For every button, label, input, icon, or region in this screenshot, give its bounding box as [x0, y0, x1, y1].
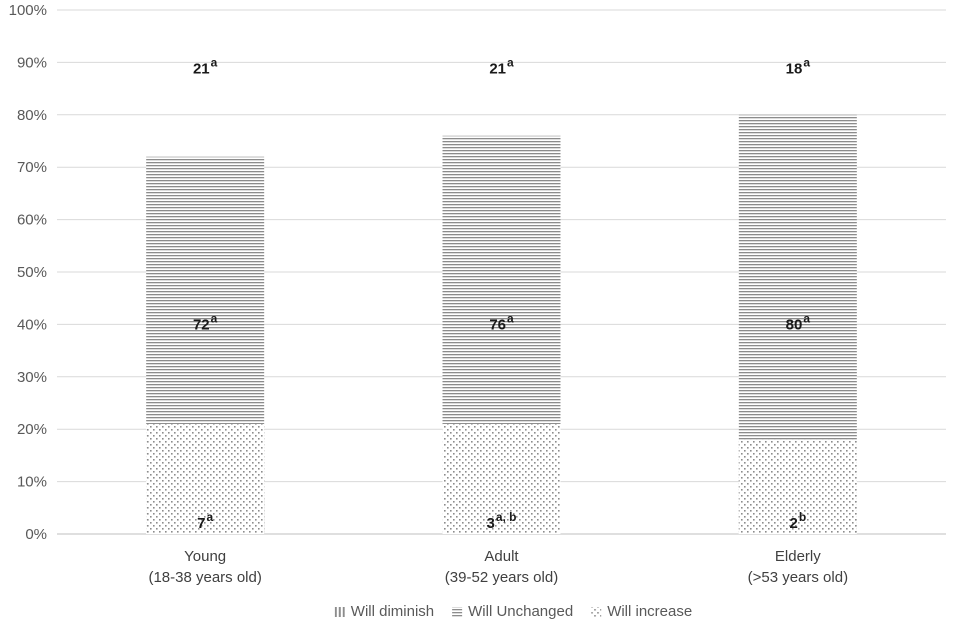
legend-item-will-unchanged: Will Unchanged	[452, 603, 573, 620]
y-tick-label: 50%	[17, 264, 47, 281]
data-label: 21a	[193, 55, 218, 77]
legend-item-will-diminish: Will diminish	[334, 603, 434, 620]
data-label: 7a	[197, 510, 213, 532]
y-tick-label: 20%	[17, 421, 47, 438]
legend: Will diminish Will Unchanged Will increase	[334, 603, 692, 620]
y-tick-label: 100%	[9, 2, 47, 19]
legend-swatch	[591, 607, 602, 617]
x-category-label: (>53 years old)	[748, 569, 848, 586]
data-label: 80a	[786, 311, 811, 333]
x-category-label: Elderly	[775, 548, 821, 565]
legend-label: Will Unchanged	[468, 603, 573, 620]
data-label: 76a	[489, 311, 514, 333]
y-tick-label: 60%	[17, 212, 47, 229]
data-labels: 7a 72a 21a 3a, b 76a 21a 2b 80a 18a	[193, 55, 810, 532]
data-label: 21a	[489, 55, 514, 77]
legend-item-will-increase: Will increase	[591, 603, 692, 620]
x-category-label: Adult	[484, 548, 519, 565]
legend-swatch	[452, 607, 463, 617]
x-category-label: (18-38 years old)	[148, 569, 261, 586]
y-tick-label: 80%	[17, 107, 47, 124]
legend-label: Will diminish	[351, 603, 434, 620]
x-category-label: Young	[184, 548, 226, 565]
y-tick-label: 0%	[25, 526, 47, 543]
y-tick-label: 40%	[17, 316, 47, 333]
legend-swatch	[334, 607, 345, 617]
data-label: 2b	[789, 510, 806, 532]
data-label: 18a	[786, 55, 811, 77]
legend-label: Will increase	[607, 603, 692, 620]
bars	[146, 114, 857, 535]
y-tick-label: 30%	[17, 369, 47, 386]
bar-segment-will-increase	[442, 423, 561, 534]
bar-segment-will-increase	[146, 423, 265, 534]
data-label: 72a	[193, 311, 218, 333]
x-category-label: (39-52 years old)	[445, 569, 558, 586]
bar-segment-will-increase	[738, 439, 857, 534]
y-axis-ticks: 0% 10% 20% 30% 40% 50% 60% 70% 80% 90% 100%	[9, 2, 47, 543]
y-tick-label: 10%	[17, 474, 47, 491]
y-tick-label: 70%	[17, 159, 47, 176]
x-axis-categories: Young (18-38 years old) Adult (39-52 years …	[148, 548, 848, 586]
y-tick-label: 90%	[17, 54, 47, 71]
data-label: 3a, b	[486, 510, 516, 532]
